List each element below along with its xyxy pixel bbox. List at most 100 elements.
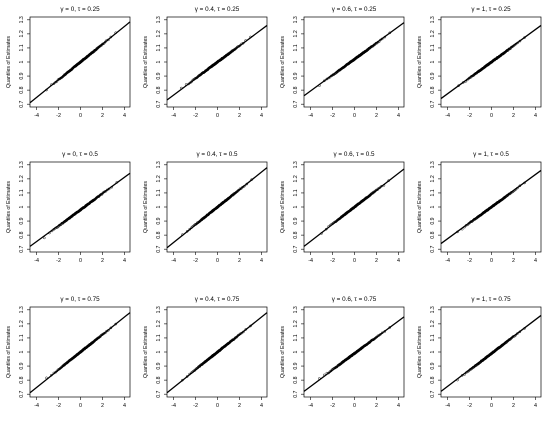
qq-point xyxy=(114,322,117,326)
x-tick-label: 4 xyxy=(397,403,400,409)
y-tick-label: 1.1 xyxy=(293,189,299,196)
x-tick-label: 0 xyxy=(353,258,356,264)
y-axis-label: Quantiles of Estimates xyxy=(417,181,423,233)
reference-line xyxy=(29,21,131,104)
y-tick-label: 0.8 xyxy=(19,231,25,238)
y-tick-label: 1.1 xyxy=(293,44,299,51)
x-tick-label: 2 xyxy=(512,403,515,409)
y-tick-label: 1.3 xyxy=(430,161,436,168)
y-tick-label: 0.7 xyxy=(19,390,25,397)
x-tick-label: -4 xyxy=(445,113,450,119)
x-tick-label: 2 xyxy=(375,403,378,409)
x-tick-label: 4 xyxy=(260,403,263,409)
y-tick-label: 0.8 xyxy=(430,231,436,238)
y-tick-label: 1.3 xyxy=(156,306,162,313)
y-tick-label: 1 xyxy=(293,60,299,63)
x-tick-label: -4 xyxy=(34,258,39,264)
y-tick-label: 0.7 xyxy=(156,100,162,107)
x-tick-label: 4 xyxy=(397,113,400,119)
x-tick-label: 4 xyxy=(534,403,537,409)
x-tick-label: 0 xyxy=(353,403,356,409)
y-tick-label: 1.1 xyxy=(19,334,25,341)
reference-line xyxy=(29,312,131,394)
panel-title: γ = 0, τ = 0.25 xyxy=(60,6,100,13)
x-tick-label: 0 xyxy=(216,113,219,119)
reference-line xyxy=(440,24,542,100)
x-tick-label: 4 xyxy=(123,403,126,409)
x-tick-label: 4 xyxy=(123,113,126,119)
y-tick-label: 0.9 xyxy=(156,362,162,369)
y-tick-label: 0.7 xyxy=(430,390,436,397)
x-tick-label: 2 xyxy=(375,258,378,264)
reference-line xyxy=(29,172,131,247)
y-tick-label: 1.2 xyxy=(430,320,436,327)
y-tick-label: 0.8 xyxy=(293,376,299,383)
y-tick-label: 1 xyxy=(430,205,436,208)
panel-title: γ = 1, τ = 0.5 xyxy=(473,151,509,158)
reference-line xyxy=(166,167,268,249)
x-tick-label: -2 xyxy=(56,258,61,264)
y-tick-label: 1.1 xyxy=(293,334,299,341)
panel-title: γ = 0.6, τ = 0.5 xyxy=(334,151,375,158)
x-tick-label: 0 xyxy=(490,113,493,119)
x-tick-label: 2 xyxy=(238,258,241,264)
y-tick-label: 1.2 xyxy=(293,30,299,37)
y-tick-label: 1.2 xyxy=(430,30,436,37)
x-tick-label: 2 xyxy=(375,113,378,119)
x-tick-label: -2 xyxy=(467,403,472,409)
x-tick-label: -4 xyxy=(34,113,39,119)
y-tick-label: 0.9 xyxy=(19,72,25,79)
x-tick-label: -4 xyxy=(308,403,313,409)
y-tick-label: 0.8 xyxy=(293,86,299,93)
x-tick-label: -2 xyxy=(56,403,61,409)
y-tick-label: 1 xyxy=(156,60,162,63)
y-tick-label: 1.3 xyxy=(430,16,436,23)
y-tick-label: 0.8 xyxy=(19,86,25,93)
y-axis-label: Quantiles of Estimates xyxy=(6,36,12,88)
y-tick-label: 0.9 xyxy=(293,217,299,224)
y-tick-label: 1.1 xyxy=(156,44,162,51)
x-tick-label: 2 xyxy=(238,113,241,119)
reference-line xyxy=(166,24,268,101)
y-tick-label: 0.8 xyxy=(430,376,436,383)
x-tick-label: 0 xyxy=(79,113,82,119)
x-tick-label: -4 xyxy=(171,113,176,119)
y-tick-label: 1 xyxy=(156,205,162,208)
x-tick-label: 0 xyxy=(79,258,82,264)
x-tick-label: 2 xyxy=(101,113,104,119)
y-axis-label: Quantiles of Estimates xyxy=(6,326,12,378)
y-tick-label: 0.9 xyxy=(430,362,436,369)
y-tick-label: 0.9 xyxy=(430,72,436,79)
x-tick-label: -2 xyxy=(56,113,61,119)
y-tick-label: 1 xyxy=(19,60,25,63)
y-tick-label: 0.8 xyxy=(156,86,162,93)
x-tick-label: 4 xyxy=(260,113,263,119)
y-axis-label: Quantiles of Estimates xyxy=(143,181,149,233)
y-tick-label: 1.2 xyxy=(293,320,299,327)
reference-line xyxy=(166,312,268,394)
x-tick-label: -4 xyxy=(445,258,450,264)
y-tick-label: 0.7 xyxy=(19,245,25,252)
y-tick-label: 0.9 xyxy=(156,217,162,224)
x-tick-label: 2 xyxy=(512,258,515,264)
panel-title: γ = 0.6, τ = 0.25 xyxy=(332,6,377,13)
x-tick-label: 2 xyxy=(101,258,104,264)
qq-point xyxy=(103,40,107,44)
x-tick-label: -2 xyxy=(330,403,335,409)
reference-line xyxy=(303,168,405,247)
panel-title: γ = 0, τ = 0.75 xyxy=(60,296,100,303)
y-tick-label: 0.8 xyxy=(19,376,25,383)
x-tick-label: -2 xyxy=(330,258,335,264)
y-axis-label: Quantiles of Estimates xyxy=(6,181,12,233)
y-tick-label: 1.2 xyxy=(430,175,436,182)
x-tick-label: 2 xyxy=(512,113,515,119)
x-tick-label: -2 xyxy=(193,258,198,264)
qq-point xyxy=(43,236,46,240)
y-axis-label: Quantiles of Estimates xyxy=(417,36,423,88)
y-tick-label: 0.7 xyxy=(156,245,162,252)
y-tick-label: 1 xyxy=(293,205,299,208)
y-tick-label: 1.2 xyxy=(19,175,25,182)
plot-frame xyxy=(303,16,405,108)
reference-line xyxy=(303,22,405,97)
